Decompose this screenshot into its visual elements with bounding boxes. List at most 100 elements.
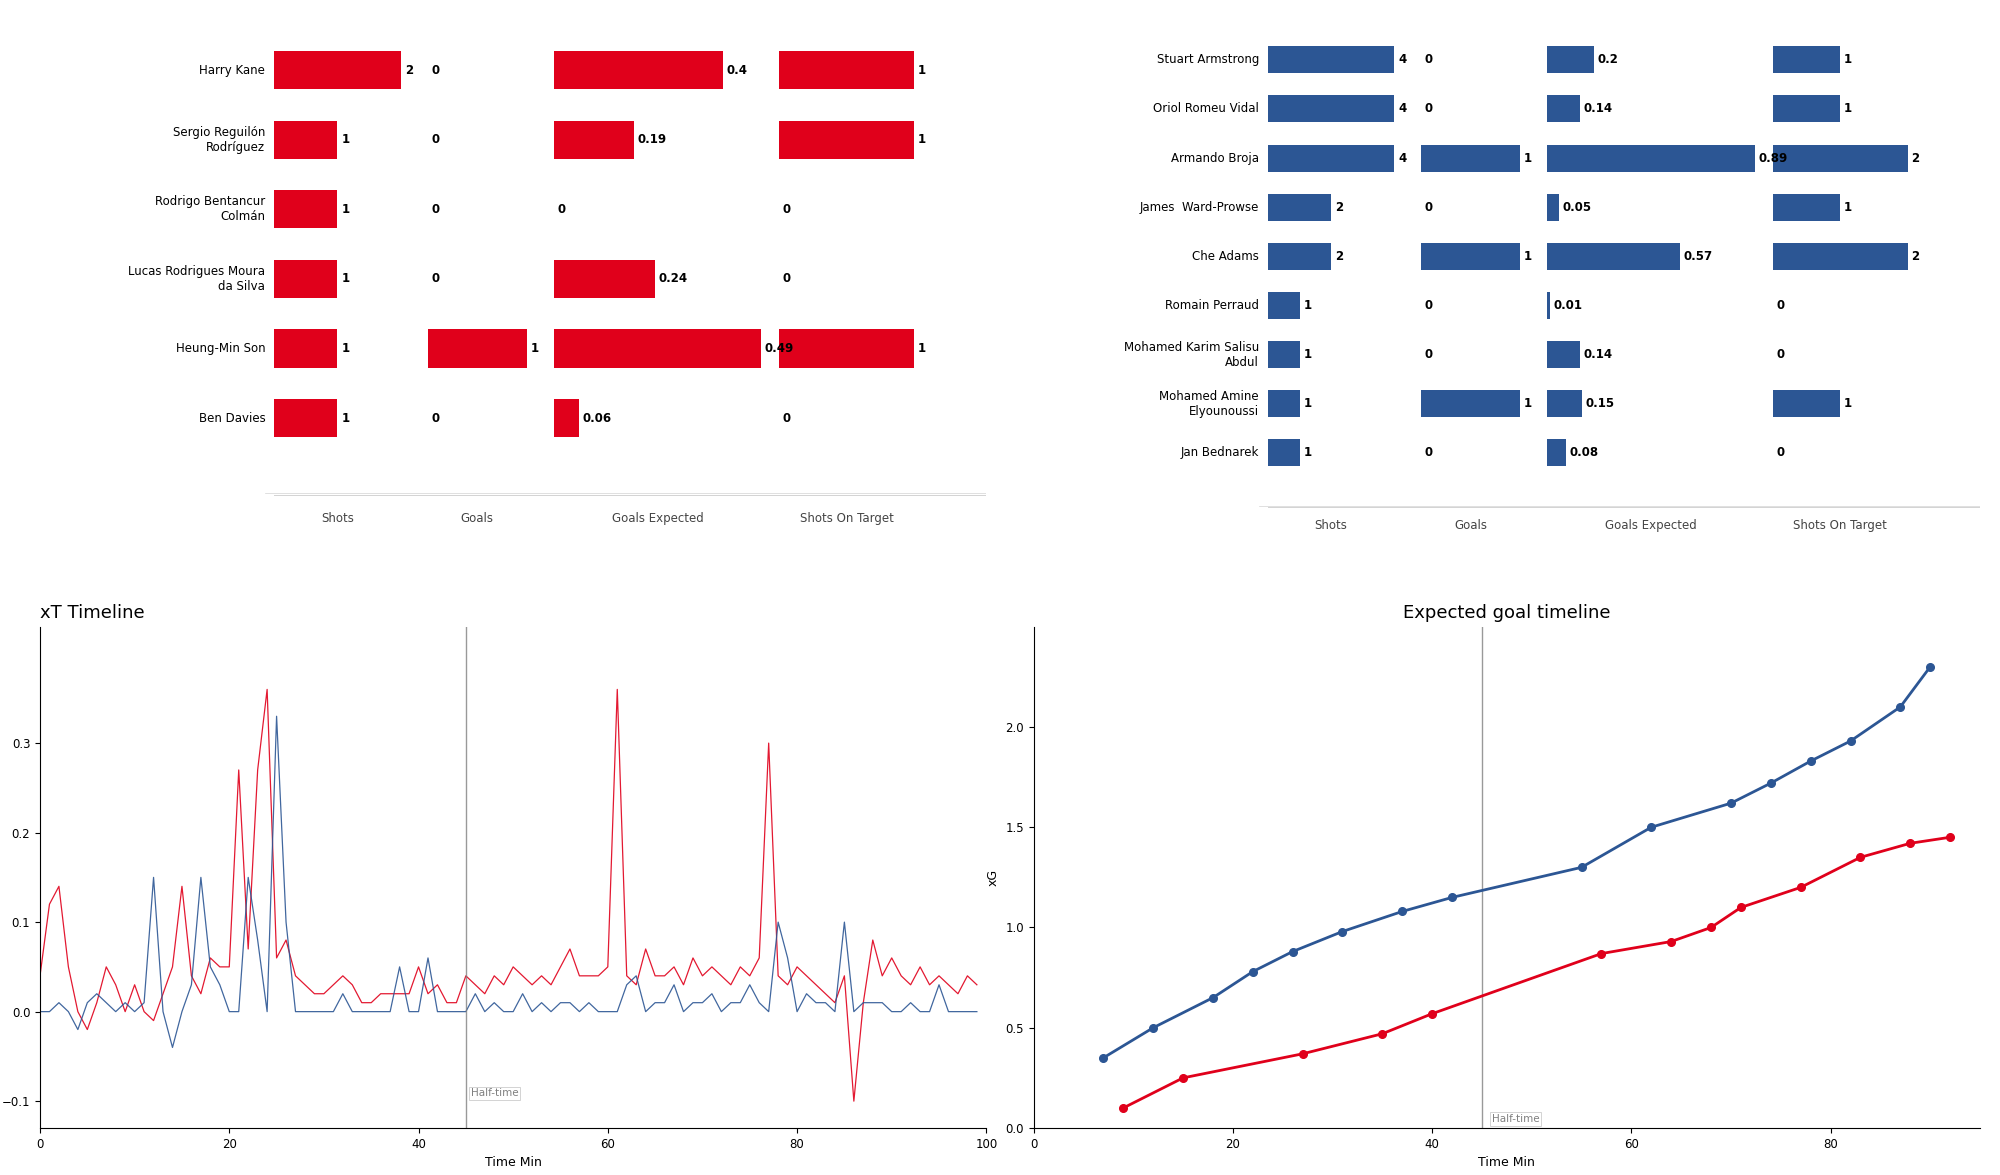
Text: 0: 0 xyxy=(1776,300,1784,313)
Text: 0.14: 0.14 xyxy=(1584,348,1612,361)
Bar xyxy=(1772,194,1840,221)
Text: 0: 0 xyxy=(432,273,440,286)
Bar xyxy=(1268,95,1394,122)
Bar xyxy=(1548,293,1550,320)
Text: 0: 0 xyxy=(432,203,440,216)
Text: 1: 1 xyxy=(918,133,926,146)
Bar xyxy=(1548,390,1582,417)
Bar xyxy=(1548,145,1754,172)
X-axis label: Time Min: Time Min xyxy=(484,1156,542,1169)
Text: Stuart Armstrong: Stuart Armstrong xyxy=(1156,53,1258,66)
Text: 1: 1 xyxy=(342,342,350,355)
Text: 1: 1 xyxy=(1304,446,1312,459)
Text: 1: 1 xyxy=(918,63,926,76)
Text: Goals: Goals xyxy=(1454,519,1488,532)
Text: Mohamed Amine
Elyounoussi: Mohamed Amine Elyounoussi xyxy=(1160,390,1258,418)
Text: Mohamed Karim Salisu
Abdul: Mohamed Karim Salisu Abdul xyxy=(1124,341,1258,369)
Text: Sergio Reguilón
Rodríguez: Sergio Reguilón Rodríguez xyxy=(172,126,266,154)
Text: 1: 1 xyxy=(342,411,350,424)
Text: 1: 1 xyxy=(342,273,350,286)
Text: 1: 1 xyxy=(1304,397,1312,410)
Text: Armando Broja: Armando Broja xyxy=(1170,152,1258,165)
Text: 0: 0 xyxy=(1424,53,1432,66)
Text: 0.06: 0.06 xyxy=(582,411,612,424)
Bar xyxy=(554,329,762,368)
Text: 0: 0 xyxy=(558,203,566,216)
Text: 0: 0 xyxy=(782,203,790,216)
Bar xyxy=(554,400,580,437)
Text: 0: 0 xyxy=(782,273,790,286)
Bar xyxy=(554,260,656,298)
Text: 0.15: 0.15 xyxy=(1586,397,1616,410)
Text: Goals Expected: Goals Expected xyxy=(612,512,704,525)
Text: 4: 4 xyxy=(1398,152,1406,165)
Text: 2: 2 xyxy=(1336,201,1344,214)
Bar xyxy=(1548,243,1680,270)
Bar xyxy=(274,329,338,368)
Title: Expected goal timeline: Expected goal timeline xyxy=(1404,604,1610,623)
Bar xyxy=(1548,194,1560,221)
Bar xyxy=(274,190,338,228)
Text: 1: 1 xyxy=(530,342,538,355)
Bar xyxy=(1268,145,1394,172)
Text: 0.01: 0.01 xyxy=(1554,300,1582,313)
Text: Rodrigo Bentancur
Colmán: Rodrigo Bentancur Colmán xyxy=(156,195,266,223)
Text: Jan Bednarek: Jan Bednarek xyxy=(1180,446,1258,459)
Text: 0.57: 0.57 xyxy=(1684,250,1712,263)
Text: xT Timeline: xT Timeline xyxy=(40,604,144,623)
Text: 0.05: 0.05 xyxy=(1562,201,1592,214)
X-axis label: Time Min: Time Min xyxy=(1478,1156,1536,1169)
Text: 0.14: 0.14 xyxy=(1584,102,1612,115)
Text: 0: 0 xyxy=(432,411,440,424)
Text: 0: 0 xyxy=(1424,446,1432,459)
Text: 2: 2 xyxy=(406,63,414,76)
Bar xyxy=(554,51,722,89)
Text: Ben Davies: Ben Davies xyxy=(198,411,266,424)
Bar xyxy=(428,329,526,368)
Bar xyxy=(780,51,914,89)
Text: 2: 2 xyxy=(1336,250,1344,263)
Text: 1: 1 xyxy=(1844,397,1852,410)
Text: 1: 1 xyxy=(1304,348,1312,361)
Bar xyxy=(1268,243,1332,270)
Text: 1: 1 xyxy=(1844,102,1852,115)
Bar xyxy=(1268,46,1394,73)
Text: Che Adams: Che Adams xyxy=(1192,250,1258,263)
Bar xyxy=(1772,145,1908,172)
Text: Shots On Target: Shots On Target xyxy=(800,512,894,525)
Bar xyxy=(1548,46,1594,73)
Text: 0.89: 0.89 xyxy=(1758,152,1788,165)
Bar xyxy=(554,121,634,159)
Bar xyxy=(1268,293,1300,320)
Bar xyxy=(1422,390,1520,417)
Bar xyxy=(1268,390,1300,417)
Text: 0: 0 xyxy=(432,63,440,76)
Text: 0.19: 0.19 xyxy=(638,133,666,146)
Text: 1: 1 xyxy=(1844,53,1852,66)
Text: Shots: Shots xyxy=(320,512,354,525)
Bar xyxy=(1548,341,1580,368)
Bar xyxy=(780,121,914,159)
Bar xyxy=(1772,95,1840,122)
Text: 0: 0 xyxy=(782,411,790,424)
Bar xyxy=(1268,194,1332,221)
Text: 1: 1 xyxy=(1304,300,1312,313)
Bar xyxy=(1772,46,1840,73)
Text: 0: 0 xyxy=(1424,102,1432,115)
Bar xyxy=(1548,439,1566,466)
Text: 0: 0 xyxy=(1776,446,1784,459)
Y-axis label: xG: xG xyxy=(986,868,1000,886)
Bar xyxy=(1772,243,1908,270)
Bar xyxy=(1422,145,1520,172)
Text: 1: 1 xyxy=(1844,201,1852,214)
Text: 0.2: 0.2 xyxy=(1598,53,1618,66)
Text: 1: 1 xyxy=(342,133,350,146)
Text: 4: 4 xyxy=(1398,53,1406,66)
Text: 0: 0 xyxy=(1776,348,1784,361)
Text: 0: 0 xyxy=(1424,348,1432,361)
Text: 0.08: 0.08 xyxy=(1570,446,1598,459)
Bar xyxy=(1268,439,1300,466)
Bar xyxy=(780,329,914,368)
Text: 2: 2 xyxy=(1912,152,1920,165)
Text: Romain Perraud: Romain Perraud xyxy=(1164,300,1258,313)
